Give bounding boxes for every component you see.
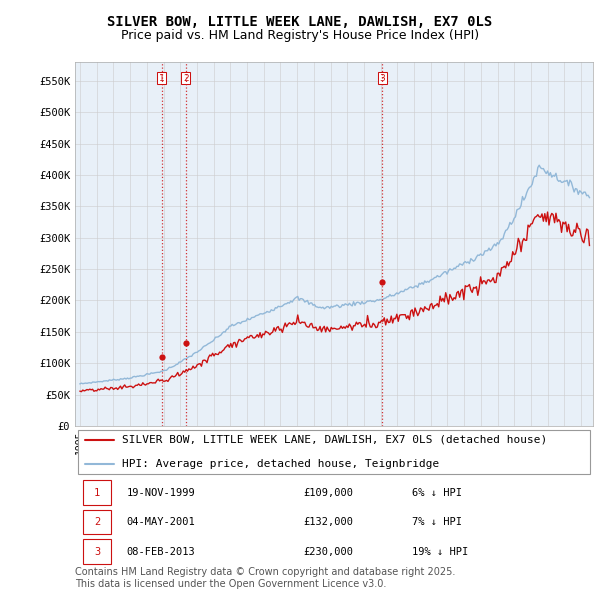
Text: SILVER BOW, LITTLE WEEK LANE, DAWLISH, EX7 0LS (detached house): SILVER BOW, LITTLE WEEK LANE, DAWLISH, E… [122, 435, 547, 445]
Text: 7% ↓ HPI: 7% ↓ HPI [412, 517, 461, 527]
Text: 1: 1 [94, 487, 100, 497]
Text: 2: 2 [183, 74, 188, 83]
Text: 19-NOV-1999: 19-NOV-1999 [127, 487, 196, 497]
Text: £132,000: £132,000 [303, 517, 353, 527]
Text: Contains HM Land Registry data © Crown copyright and database right 2025.
This d: Contains HM Land Registry data © Crown c… [75, 568, 455, 589]
Bar [83, 539, 111, 564]
Text: 3: 3 [379, 74, 385, 83]
Text: 6% ↓ HPI: 6% ↓ HPI [412, 487, 461, 497]
Text: 08-FEB-2013: 08-FEB-2013 [127, 546, 196, 556]
Text: 1: 1 [158, 74, 164, 83]
Text: 2: 2 [94, 517, 100, 527]
Bar [83, 510, 111, 535]
Text: SILVER BOW, LITTLE WEEK LANE, DAWLISH, EX7 0LS: SILVER BOW, LITTLE WEEK LANE, DAWLISH, E… [107, 15, 493, 29]
Text: 19% ↓ HPI: 19% ↓ HPI [412, 546, 468, 556]
Text: £230,000: £230,000 [303, 546, 353, 556]
Text: Price paid vs. HM Land Registry's House Price Index (HPI): Price paid vs. HM Land Registry's House … [121, 30, 479, 42]
Text: £109,000: £109,000 [303, 487, 353, 497]
Bar [77, 430, 590, 474]
Text: 3: 3 [94, 546, 100, 556]
Bar [83, 480, 111, 505]
Text: 04-MAY-2001: 04-MAY-2001 [127, 517, 196, 527]
Text: HPI: Average price, detached house, Teignbridge: HPI: Average price, detached house, Teig… [122, 459, 439, 469]
